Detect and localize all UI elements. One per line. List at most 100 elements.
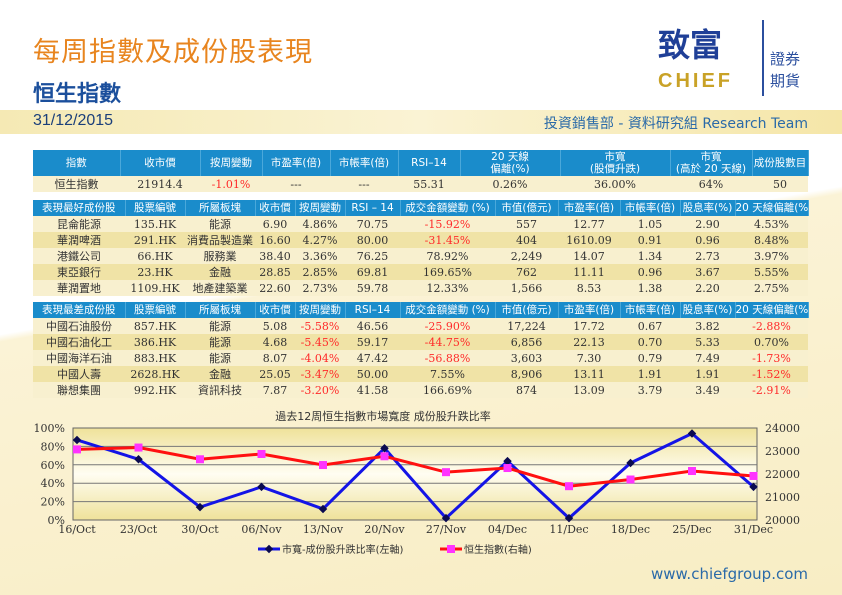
column-header: 成份股數目 [752,150,809,176]
footer-url[interactable]: www.chiefgroup.com [651,565,808,583]
table-cell: 2.75% [735,280,808,296]
table-cell: 22.60 [255,280,295,296]
table-cell: 5.55% [735,264,808,280]
table-cell: 386.HK [125,334,185,350]
table-cell: 東亞銀行 [33,264,125,280]
table-cell: 857.HK [125,318,185,334]
y-right-tick: 20000 [765,514,800,527]
y-left-tick: 0% [48,514,65,527]
worst-performers-table: 表現最差成份股 股票編號 所屬板塊 收市價 按周變動 RSI–14 成交金額變動 (%) 市值… [33,302,809,398]
column-header: RSI–14 [398,150,461,176]
data-point [503,464,512,473]
column-header: 表現最好成份股 [33,200,126,216]
table-cell: 2.90 [680,216,735,232]
table-cell: 3,603 [495,350,558,366]
y-left-tick: 20% [41,496,65,509]
data-point [73,445,81,454]
table-cell: 4.86% [295,216,345,232]
table-cell: 50.00 [345,366,400,382]
x-tick: 31/Dec [734,523,773,536]
logo-zh: 致富 [658,26,723,64]
index-row: 恒生指數 21914.4 -1.01% --- --- 55.31 0.26% 36.00% 6… [33,176,808,192]
data-point [72,435,82,445]
data-point [318,504,328,514]
table-cell: 中國石油股份 [33,318,125,334]
x-tick: 06/Nov [241,523,282,536]
table-cell: 港鐵公司 [33,248,125,264]
table-cell: -31.45% [400,232,495,248]
table-cell: 66.HK [125,248,185,264]
column-header: 所屬板塊 [185,302,256,318]
table-cell: 22.13 [558,334,620,350]
table-cell: 3.67 [680,264,735,280]
legend-marker [264,544,274,554]
column-header: 市盈率(倍) [558,302,621,318]
table-cell: 金融 [185,366,255,382]
y-left-tick: 40% [41,477,65,490]
table-cell: 14.07 [558,248,620,264]
table-cell: 1.38 [620,280,680,296]
table-cell: 16.60 [255,232,295,248]
table-row: 中國人壽 2628.HK 金融 25.05 -3.47% 50.00 7.55% 8,906 1… [33,366,808,382]
table-cell: 992.HK [125,382,185,398]
column-header: 股票編號 [125,200,186,216]
table-row: 東亞銀行 23.HK 金融 28.85 2.85% 69.81 169.65% 762 11.1… [33,264,808,280]
plot-area [72,427,758,521]
x-tick: 13/Nov [303,523,344,536]
x-tick: 27/Nov [426,523,467,536]
table-cell: 12.77 [558,216,620,232]
table-cell: 3.49 [680,382,735,398]
column-header: 股票編號 [125,302,186,318]
table-cell: 557 [495,216,558,232]
table-cell: 5.33 [680,334,735,350]
best-header-row: 表現最好成份股 股票編號 所屬板塊 收市價 按周變動 RSI – 14 成交金額變動 (%)… [33,200,809,216]
column-header: 表現最差成份股 [33,302,126,318]
x-tick: 20/Nov [364,523,405,536]
column-header: 收市價 [255,302,296,318]
table-cell: -3.47% [295,366,345,382]
table-cell: 3.36% [295,248,345,264]
table-cell: 169.65% [400,264,495,280]
data-point [380,452,389,461]
legend-label: 市寬-成份股升跌比率(左軸) [282,543,404,556]
x-tick: 04/Dec [488,523,527,536]
chief-logo: 致富 CHIEF 證券 期貨 [650,18,820,98]
index-header-row: 指數 收市價 按周變動 市盈率(倍) 市帳率(倍) RSI–14 20 天線 偏離(%) 市寬(… [33,150,809,176]
x-tick: 18/Dec [611,523,650,536]
logo-divider [762,20,764,96]
table-cell: 76.25 [345,248,400,264]
table-cell: 0.67 [620,318,680,334]
table-cell: -3.20% [295,382,345,398]
table-cell: 41.58 [345,382,400,398]
data-point [564,513,574,523]
data-point [626,458,635,468]
table-cell: 3.79 [620,382,680,398]
x-tick: 25/Dec [672,523,711,536]
table-cell: -5.45% [295,334,345,350]
table-cell: 46.56 [345,318,400,334]
table-cell: 28.85 [255,264,295,280]
column-header: 股息率(%) [680,302,736,318]
table-cell: -56.88% [400,350,495,366]
column-header: RSI – 14 [345,200,401,216]
table-cell: 中國石油化工 [33,334,125,350]
table-cell: 恒生指數 [33,176,120,192]
table-cell: 中國人壽 [33,366,125,382]
table-row: 華潤置地 1109.HK 地產建築業 22.60 2.73% 59.78 12.33% 1,5… [33,280,808,296]
table-cell: 0.96 [620,264,680,280]
table-cell: 0.70% [735,334,808,350]
column-header: 20 天線偏離(%) [460,150,561,176]
table-cell: 資訊科技 [185,382,255,398]
table-cell: 47.42 [345,350,400,366]
table-row: 中國石油股份 857.HK 能源 5.08 -5.58% 46.56 -25.90% 17,2… [33,318,808,334]
best-performers-table: 表現最好成份股 股票編號 所屬板塊 收市價 按周變動 RSI – 14 成交金額變動 (%)… [33,200,809,296]
data-point [319,461,327,470]
table-cell: 12.33% [400,280,495,296]
table-cell: 4.53% [735,216,808,232]
column-header: 股息率(%) [680,200,736,216]
y-right-tick: 21000 [765,491,800,504]
x-tick: 30/Oct [181,523,219,536]
table-cell: 服務業 [185,248,255,264]
table-cell: 0.96 [680,232,735,248]
x-tick: 11/Dec [549,523,588,536]
